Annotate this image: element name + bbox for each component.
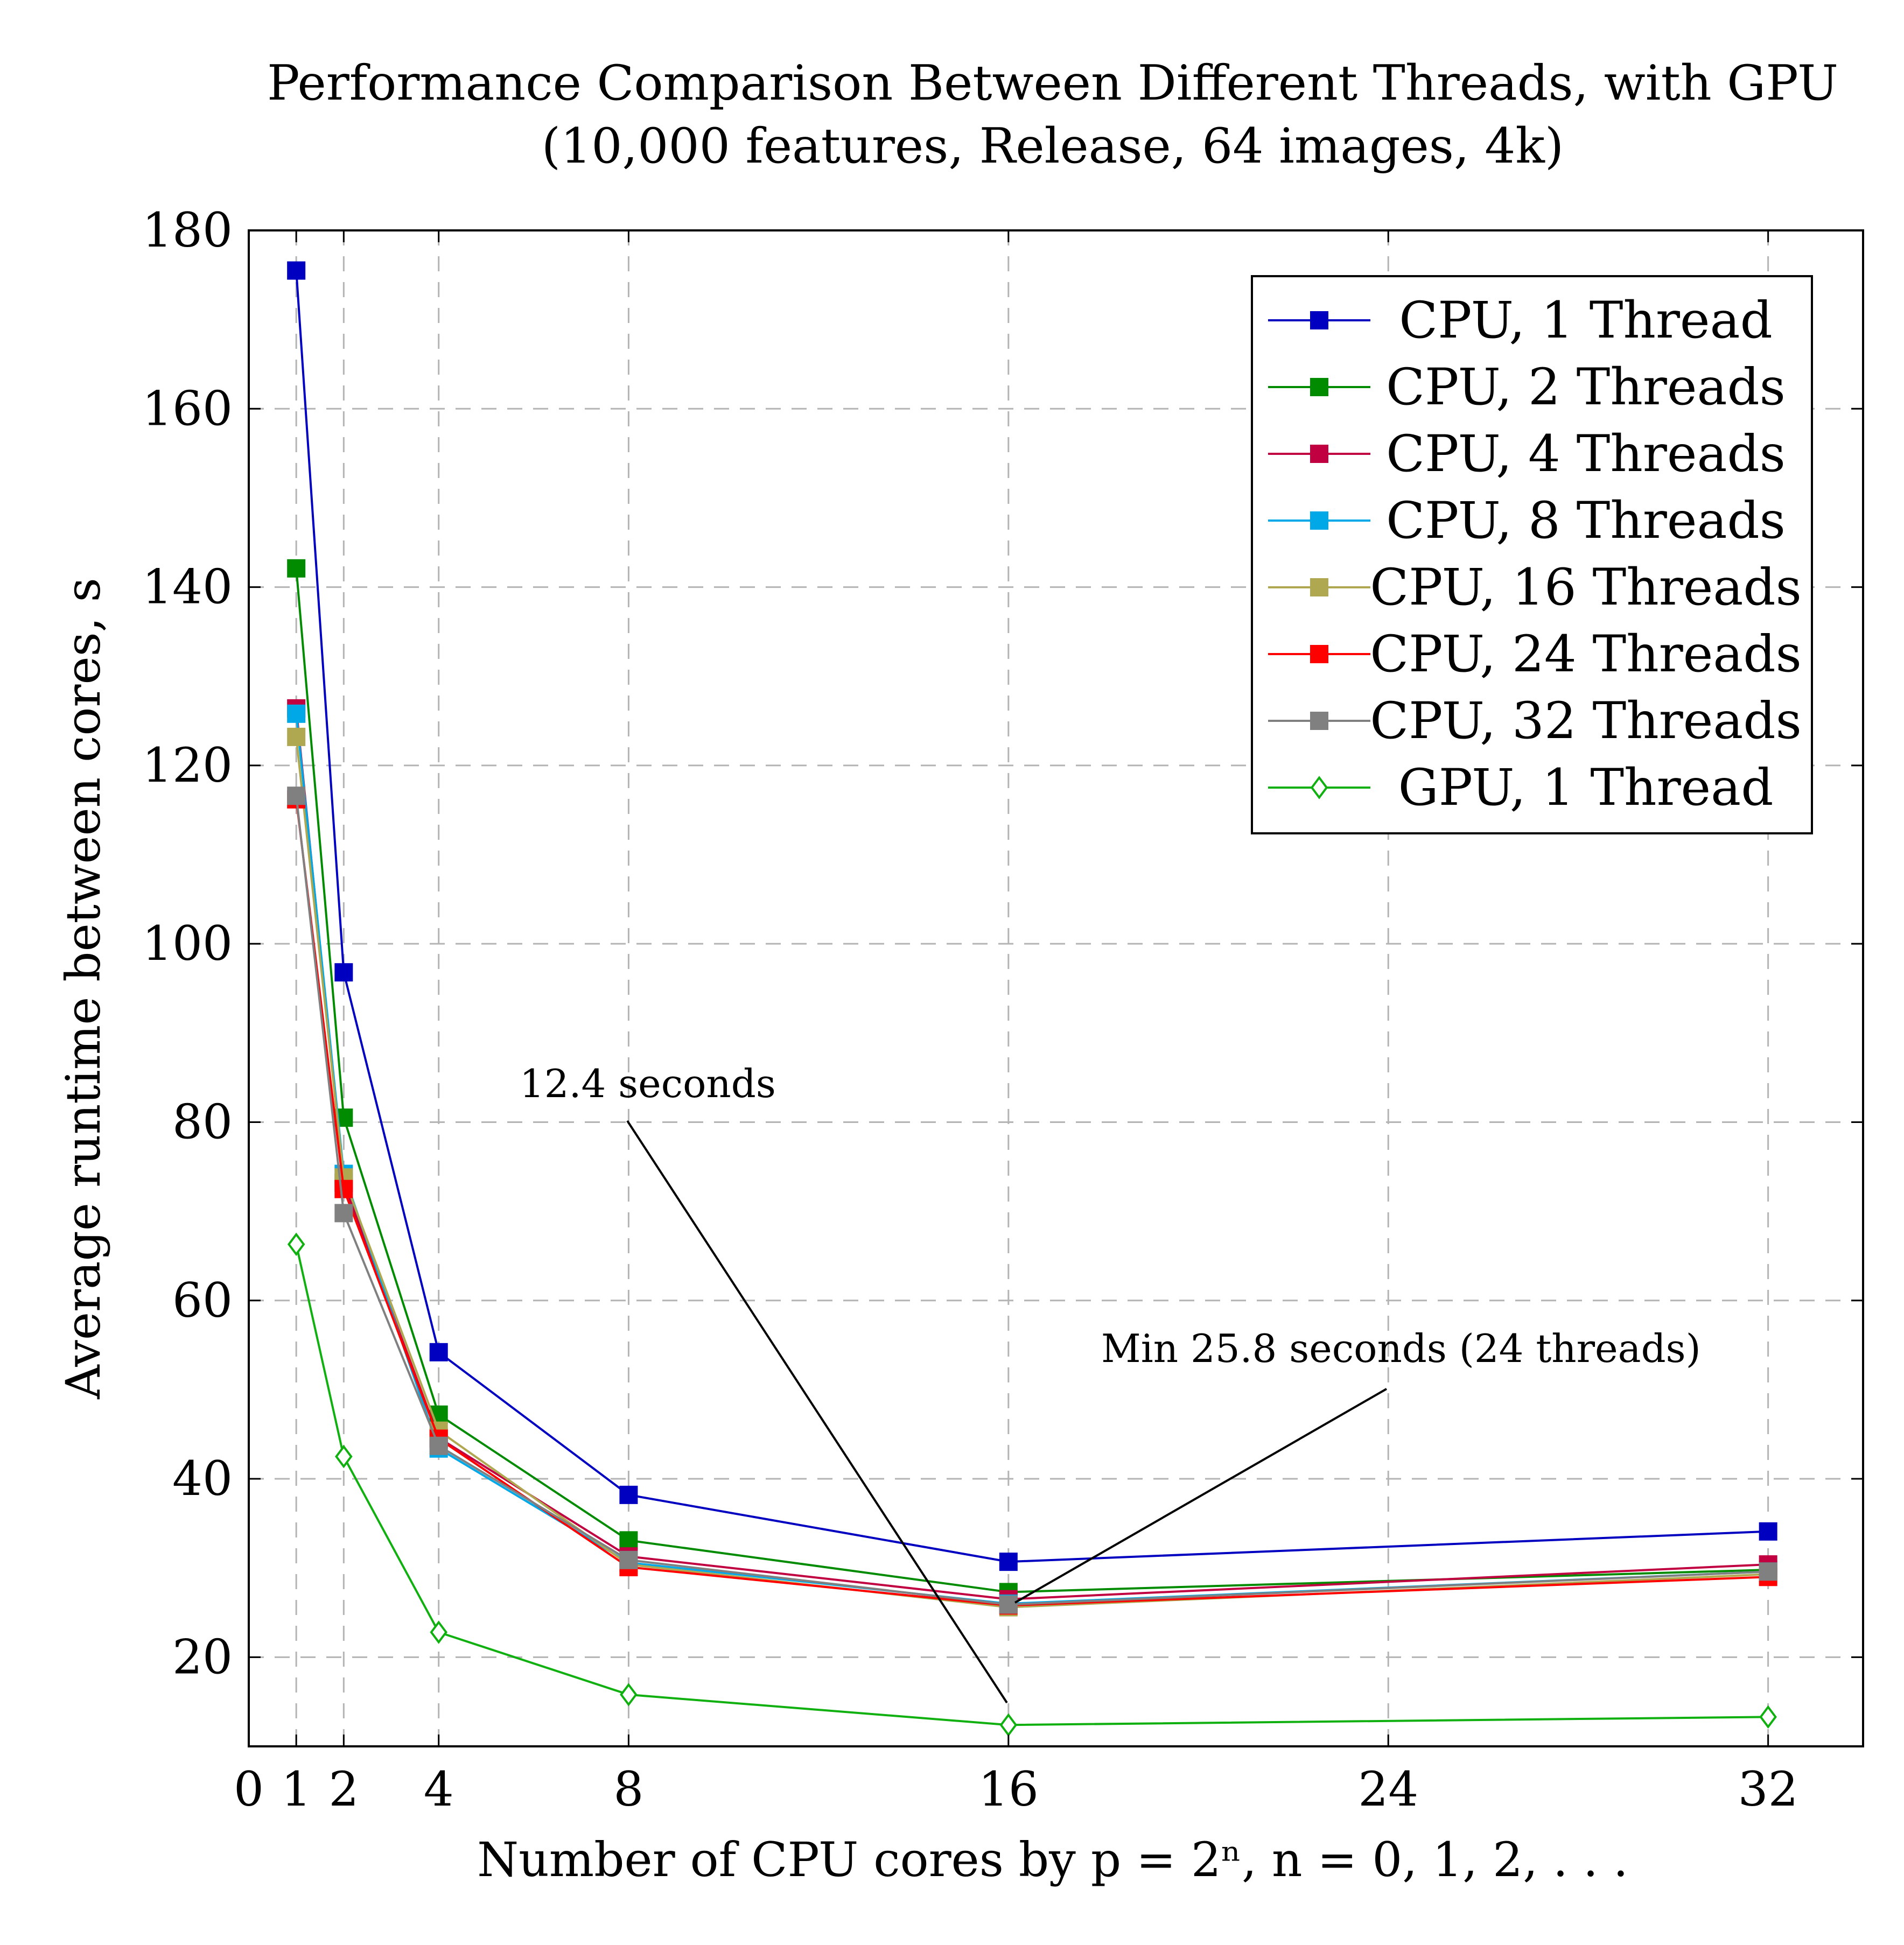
legend-item-5: CPU, 24 Threads	[1268, 625, 1802, 684]
data-point	[1310, 578, 1328, 596]
series-0	[287, 261, 1777, 1571]
data-point	[619, 1485, 638, 1504]
legend-item-4: CPU, 16 Threads	[1268, 558, 1802, 617]
x-tick-label: 8	[613, 1761, 643, 1817]
legend-label: CPU, 2 Threads	[1386, 358, 1786, 417]
series-3	[287, 704, 1777, 1613]
x-tick-label: 4	[424, 1761, 454, 1817]
y-tick-label: 100	[142, 916, 233, 971]
x-tick-label: 16	[978, 1761, 1039, 1817]
legend-label: CPU, 16 Threads	[1370, 558, 1802, 617]
series-4	[287, 727, 1777, 1617]
series-line	[295, 795, 1768, 1606]
legend-label: CPU, 4 Threads	[1386, 425, 1786, 483]
x-tick-label: 32	[1738, 1761, 1798, 1817]
data-point	[1310, 776, 1328, 799]
y-tick-label: 20	[172, 1629, 233, 1684]
y-tick-label: 40	[172, 1451, 233, 1506]
y-tick-label: 80	[172, 1094, 233, 1149]
annotation-gpu-min: 12.4 seconds	[520, 1061, 776, 1106]
series-7	[287, 1232, 1777, 1737]
legend-item-7: GPU, 1 Thread	[1268, 759, 1773, 817]
x-axis-label: Number of CPU cores by p = 2ⁿ, n = 0, 1,…	[477, 1832, 1628, 1887]
data-point	[287, 727, 306, 746]
data-point	[1310, 445, 1328, 463]
data-point	[287, 1232, 305, 1256]
data-point	[1310, 378, 1328, 396]
legend-item-2: CPU, 4 Threads	[1268, 425, 1786, 483]
legend-label: CPU, 8 Threads	[1386, 491, 1786, 550]
data-point	[429, 1343, 448, 1361]
plot-series	[287, 261, 1777, 1737]
y-axis-label: Average runtime between cores, s	[55, 578, 111, 1400]
annotations: 12.4 seconds Min 25.8 seconds (24 thread…	[520, 1061, 1701, 1704]
data-point	[287, 787, 306, 805]
series-line	[295, 270, 1768, 1563]
plot-frame	[248, 229, 1864, 1747]
series-line	[295, 736, 1768, 1609]
data-point	[287, 261, 306, 280]
data-point	[287, 704, 306, 723]
data-point	[430, 1620, 448, 1644]
series-line	[295, 713, 1768, 1605]
y-tick-label: 140	[142, 559, 233, 615]
data-point	[999, 1713, 1018, 1737]
y-tick-label: 120	[142, 738, 233, 793]
x-tick-label: 24	[1358, 1761, 1418, 1817]
data-point	[620, 1683, 638, 1707]
data-point	[429, 1436, 448, 1455]
annotation-arrow-gpu-min	[626, 1120, 1008, 1704]
legend-item-3: CPU, 8 Threads	[1268, 491, 1786, 550]
data-point	[1310, 311, 1328, 329]
data-point	[1310, 511, 1328, 530]
legend-item-6: CPU, 32 Threads	[1268, 692, 1802, 750]
data-point	[334, 1179, 353, 1198]
x-tick-label: 0	[234, 1761, 264, 1817]
data-point	[1310, 645, 1328, 663]
data-point	[1759, 1562, 1777, 1581]
annotation-cpu-min: Min 25.8 seconds (24 threads)	[1101, 1326, 1701, 1371]
legend-box	[1251, 275, 1813, 834]
data-point	[335, 1444, 353, 1469]
legend-label: CPU, 32 Threads	[1370, 692, 1802, 750]
data-point	[999, 1595, 1018, 1614]
data-point	[1759, 1522, 1777, 1541]
series-5	[287, 790, 1777, 1615]
legend-label: GPU, 1 Thread	[1398, 759, 1774, 817]
data-point	[1759, 1705, 1777, 1729]
series-6	[287, 787, 1777, 1614]
data-point	[619, 1531, 638, 1550]
data-point	[287, 559, 306, 578]
chart-title: Performance Comparison Between Different…	[267, 55, 1838, 111]
legend-item-0: CPU, 1 Thread	[1268, 291, 1773, 350]
data-point	[334, 963, 353, 982]
x-tick-label: 2	[328, 1761, 359, 1817]
series-2	[287, 699, 1777, 1609]
chart-subtitle: (10,000 features, Release, 64 images, 4k…	[542, 118, 1564, 174]
x-tick-label: 1	[281, 1761, 311, 1817]
legend: CPU, 1 Thread CPU, 2 Threads CPU, 4 Thread…	[1251, 275, 1813, 834]
series-line	[295, 568, 1768, 1593]
y-tick-label: 60	[172, 1273, 233, 1328]
series-line	[295, 1244, 1768, 1726]
legend-label: CPU, 1 Thread	[1399, 291, 1773, 350]
legend-label: CPU, 24 Threads	[1370, 625, 1802, 684]
data-point	[619, 1550, 638, 1569]
annotation-arrow-cpu-min	[1014, 1388, 1387, 1604]
data-point	[999, 1553, 1018, 1571]
y-tick-label: 180	[142, 202, 233, 258]
data-point	[334, 1204, 353, 1223]
y-tick-label: 160	[142, 381, 233, 436]
data-point	[1310, 712, 1328, 730]
legend-item-1: CPU, 2 Threads	[1268, 358, 1786, 417]
